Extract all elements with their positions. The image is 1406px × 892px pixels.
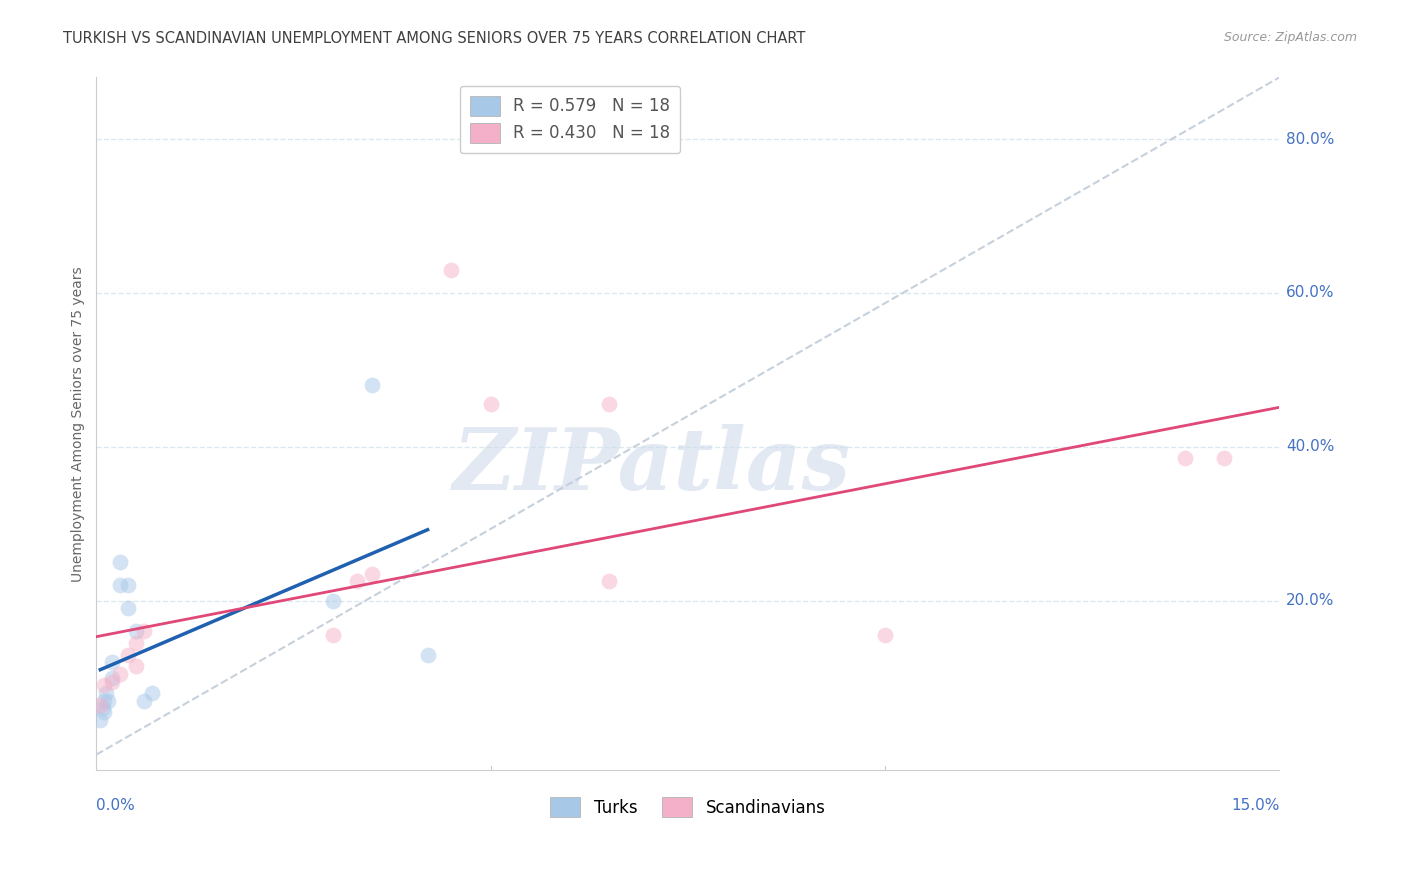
Text: 40.0%: 40.0% — [1286, 439, 1334, 454]
Point — [93, 706, 115, 720]
Point — [125, 636, 148, 650]
Point — [117, 648, 139, 662]
Point — [108, 578, 131, 592]
Point — [416, 648, 439, 662]
Point — [322, 628, 344, 642]
Point — [117, 601, 139, 615]
Y-axis label: Unemployment Among Seniors over 75 years: Unemployment Among Seniors over 75 years — [72, 266, 86, 582]
Point — [873, 628, 896, 642]
Text: 15.0%: 15.0% — [1230, 797, 1279, 813]
Point — [89, 698, 111, 712]
Point — [117, 578, 139, 592]
Point — [598, 397, 620, 411]
Legend: Turks, Scandinavians: Turks, Scandinavians — [544, 790, 832, 824]
Point — [141, 686, 163, 700]
Point — [108, 555, 131, 569]
Point — [1174, 451, 1197, 466]
Point — [1213, 451, 1236, 466]
Point — [125, 659, 148, 673]
Point — [94, 686, 117, 700]
Point — [346, 574, 368, 589]
Point — [598, 574, 620, 589]
Text: 60.0%: 60.0% — [1286, 285, 1334, 301]
Point — [101, 655, 124, 669]
Point — [108, 666, 131, 681]
Point — [132, 694, 155, 708]
Point — [132, 624, 155, 639]
Point — [91, 701, 114, 715]
Point — [93, 694, 115, 708]
Point — [93, 678, 115, 692]
Point — [361, 378, 384, 392]
Point — [361, 566, 384, 581]
Text: ZIPatlas: ZIPatlas — [453, 424, 852, 507]
Point — [125, 624, 148, 639]
Text: 80.0%: 80.0% — [1286, 131, 1334, 146]
Point — [101, 671, 124, 685]
Point — [97, 694, 120, 708]
Point — [89, 713, 111, 727]
Point — [479, 397, 502, 411]
Point — [322, 593, 344, 607]
Text: 0.0%: 0.0% — [97, 797, 135, 813]
Point — [101, 674, 124, 689]
Text: Source: ZipAtlas.com: Source: ZipAtlas.com — [1223, 31, 1357, 45]
Text: TURKISH VS SCANDINAVIAN UNEMPLOYMENT AMONG SENIORS OVER 75 YEARS CORRELATION CHA: TURKISH VS SCANDINAVIAN UNEMPLOYMENT AMO… — [63, 31, 806, 46]
Point — [440, 262, 463, 277]
Text: 20.0%: 20.0% — [1286, 593, 1334, 608]
